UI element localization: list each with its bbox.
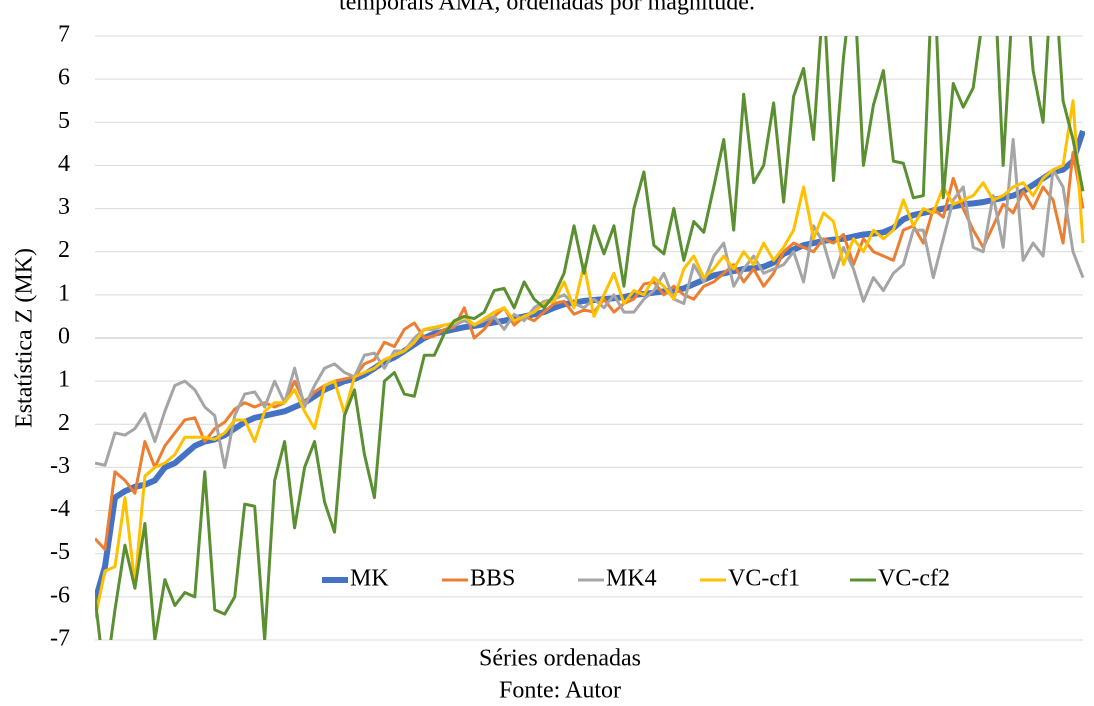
y-tick-label: 0 (58, 324, 70, 350)
series-line (95, 129, 1085, 603)
y-tick-label: 2 (58, 410, 70, 436)
series-line (95, 36, 1085, 640)
y-tick-label: 1 (58, 280, 70, 306)
y-tick-label: 7 (58, 22, 70, 48)
y-tick-label: -3 (50, 453, 70, 479)
series-line (95, 138, 1085, 469)
y-tick-label: -5 (50, 539, 70, 565)
grid (95, 35, 1083, 641)
y-tick-label: 6 (58, 65, 70, 91)
x-axis-label: Séries ordenadas (479, 646, 641, 672)
chart-title: temporais AMA, ordenadas por magnitude. (339, 0, 755, 16)
y-tick-label: 5 (58, 108, 70, 134)
legend-label: MK (350, 566, 389, 592)
y-tick-label: 4 (58, 151, 70, 177)
series-line (95, 150, 1085, 551)
legend: MK BBS MK4 VC-cf1 VC-cf2 (322, 566, 950, 592)
plot-area (95, 36, 1085, 640)
legend-label: BBS (470, 566, 515, 592)
y-tick-label: 3 (58, 194, 70, 220)
source: Fonte: Autor (499, 678, 621, 704)
legend-label: VC-cf1 (728, 566, 800, 592)
y-tick-label: 1 (58, 367, 70, 393)
y-tick-label: 2 (58, 237, 70, 263)
y-tick-label: -6 (50, 582, 70, 608)
y-tick-label: -7 (50, 626, 70, 652)
legend-label: MK4 (606, 566, 657, 592)
legend-label: VC-cf2 (878, 566, 950, 592)
y-axis-label: Estatística Z (MK) (12, 248, 38, 428)
y-tick-label: -4 (50, 496, 70, 522)
series-line (95, 99, 1085, 619)
